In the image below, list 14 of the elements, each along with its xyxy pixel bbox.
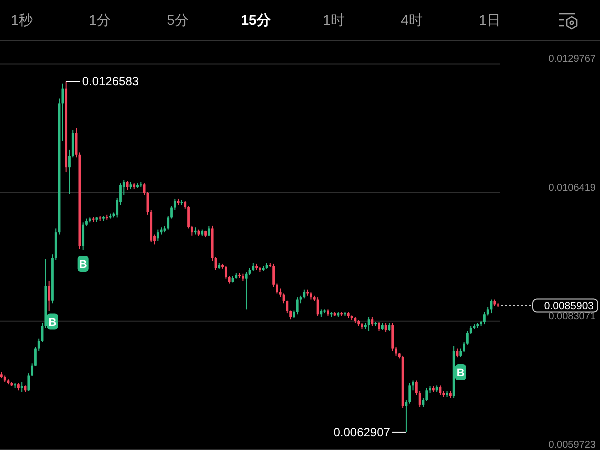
series-label: B <box>48 316 57 329</box>
y-tick-label: 0.0083071 <box>548 311 596 322</box>
y-tick-label: 0.0129767 <box>548 54 596 66</box>
text: B <box>79 258 88 271</box>
annotation: 0.0126583 <box>82 74 140 89</box>
y-tick-label: 0.0059723 <box>548 440 596 450</box>
price-label: 0.0126583 <box>66 74 140 89</box>
annotation: 0.0062907 <box>334 425 391 440</box>
text: B <box>456 367 465 380</box>
price-label: 0.0062907 <box>334 425 407 440</box>
ref-line: 0.0085903 <box>500 298 598 313</box>
tabs: 1秒 1分 5分 15分 1时 4时 1日 <box>11 12 501 28</box>
y-tick-label: 0.0106419 <box>548 182 596 194</box>
ref-line-label: 0.0085903 <box>544 300 594 313</box>
